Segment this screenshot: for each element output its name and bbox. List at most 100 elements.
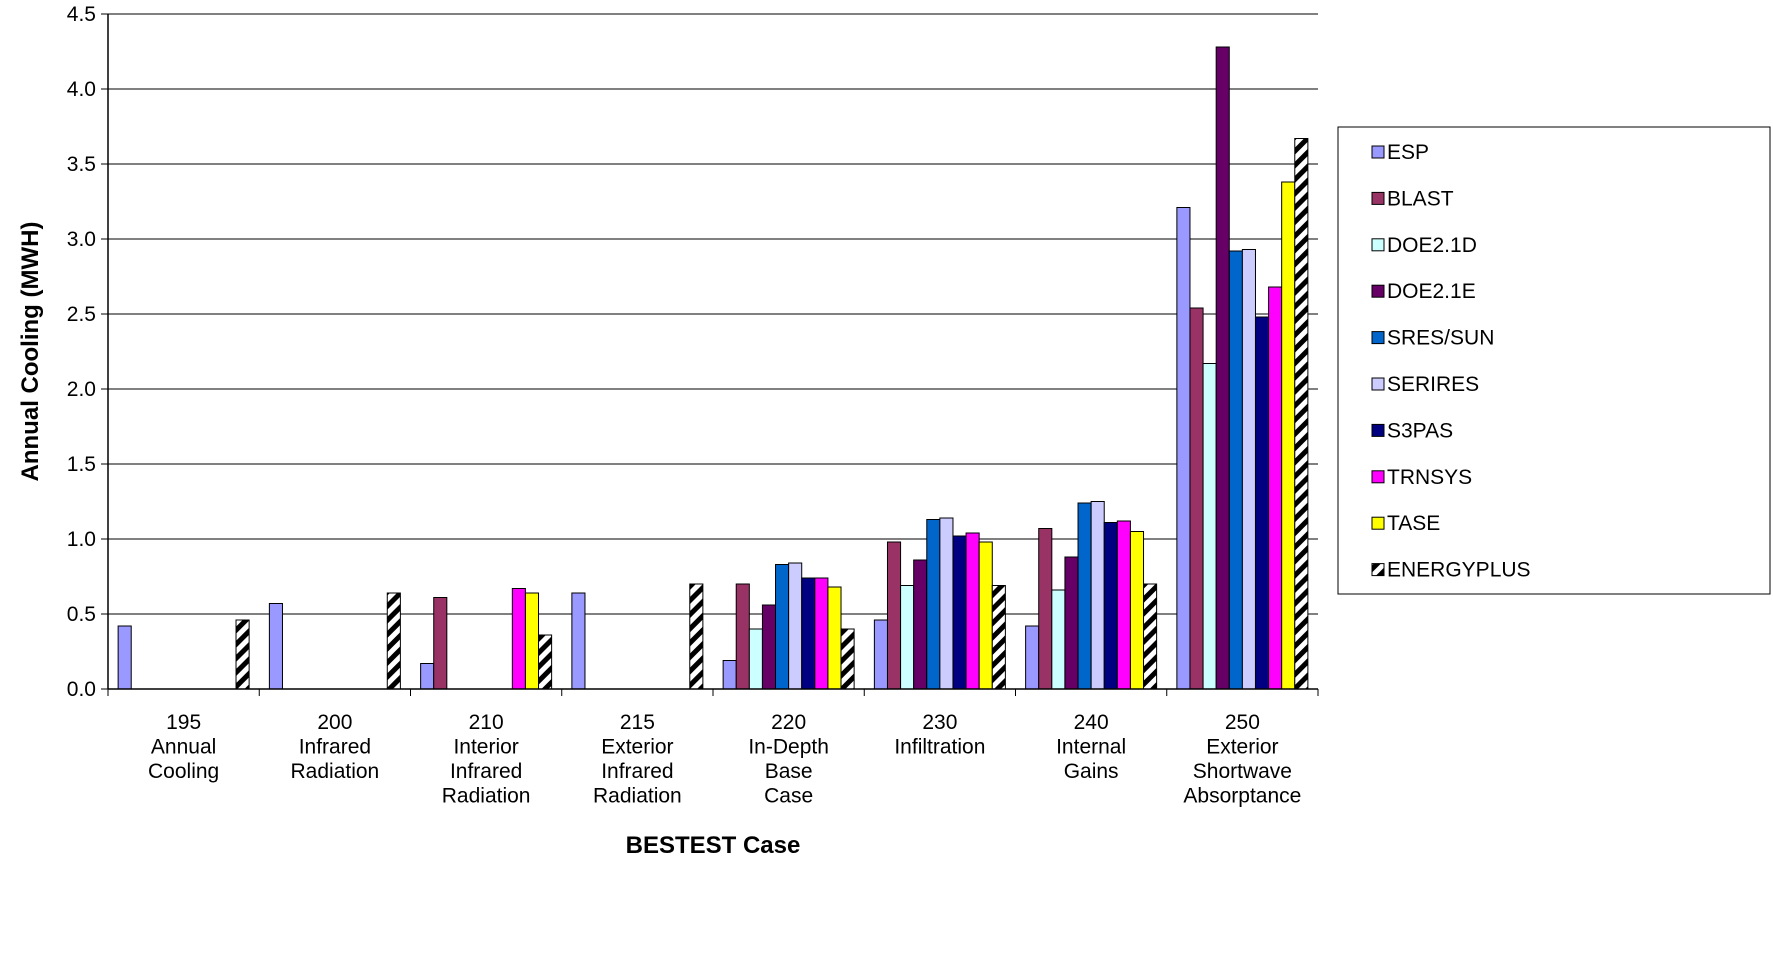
bar-energyplus-0 <box>235 619 250 690</box>
bar-esp-3 <box>571 592 586 690</box>
bar-serires-5 <box>939 517 954 690</box>
bar-sres-sun-7 <box>1228 250 1243 690</box>
bar-sres-sun-5 <box>926 519 941 690</box>
legend-label: BLAST <box>1387 187 1454 210</box>
x-category-label: Annual <box>151 736 216 759</box>
x-category-label: Absorptance <box>1183 785 1301 808</box>
y-tick-label: 4.0 <box>67 78 96 101</box>
x-category-label: 230 <box>922 711 957 734</box>
bar-energyplus-1 <box>386 592 401 690</box>
legend-label: S3PAS <box>1387 419 1453 442</box>
x-category-label: Gains <box>1064 760 1119 783</box>
x-category-label: 250 <box>1225 711 1260 734</box>
bars <box>117 46 1309 690</box>
bar-trnsys-6 <box>1116 520 1131 690</box>
x-category-label: Case <box>764 785 813 808</box>
bar-doe2-1e-4 <box>761 604 777 690</box>
bar-energyplus-6 <box>1143 583 1158 690</box>
bar-doe2-1d-4 <box>748 628 763 690</box>
legend-label: TRNSYS <box>1387 466 1472 489</box>
y-tick-label: 4.5 <box>67 3 96 26</box>
x-category-label: Internal <box>1056 736 1126 759</box>
x-category-label: Infrared <box>601 760 673 783</box>
legend-label: DOE2.1D <box>1387 234 1477 257</box>
legend-label: SRES/SUN <box>1387 327 1494 350</box>
x-axis-title: BESTEST Case <box>626 832 801 859</box>
bar-trnsys-7 <box>1268 286 1283 690</box>
bar-energyplus-7 <box>1294 138 1309 690</box>
bar-energyplus-4 <box>840 628 855 690</box>
bar-s3pas-4 <box>801 577 816 690</box>
bar-esp-1 <box>268 603 283 690</box>
bar-tase-5 <box>978 541 993 690</box>
bar-esp-4 <box>722 660 737 690</box>
bar-doe2-1d-7 <box>1202 363 1217 690</box>
legend-swatch <box>1371 423 1385 437</box>
legend-swatch <box>1371 516 1385 530</box>
legend-swatch <box>1371 563 1385 577</box>
legend-label: DOE2.1E <box>1387 280 1476 303</box>
bar-esp-5 <box>873 619 888 690</box>
bar-blast-4 <box>735 583 750 690</box>
bar-esp-2 <box>420 663 435 690</box>
bar-sres-sun-6 <box>1077 502 1092 690</box>
gridlines <box>101 13 1319 696</box>
bar-s3pas-5 <box>952 535 967 690</box>
x-category-label: 195 <box>166 711 201 734</box>
y-tick-label: 2.5 <box>67 303 96 326</box>
x-category-label: Base <box>765 760 813 783</box>
bar-doe2-1e-5 <box>913 559 928 690</box>
x-category-label: 215 <box>620 711 655 734</box>
legend-label: ENERGYPLUS <box>1387 559 1531 582</box>
x-category-label: Interior <box>453 736 518 759</box>
legend-swatch <box>1371 470 1385 484</box>
bar-esp-7 <box>1176 207 1191 690</box>
legend-swatch <box>1371 284 1385 298</box>
y-tick-label: 1.5 <box>67 453 96 476</box>
x-category-label: Shortwave <box>1193 760 1292 783</box>
legend-box <box>1337 126 1771 595</box>
x-category-label: 210 <box>469 711 504 734</box>
y-tick-labels: 0.0 0.5 1.0 1.5 2.0 2.5 3.0 3.5 4.0 4.5 <box>67 3 96 701</box>
x-category-label: Infrared <box>299 736 371 759</box>
legend: ESP BLAST DOE2.1D DOE2.1E SRES/SUN SERIRES S3P… <box>1337 126 1771 595</box>
bar-serires-7 <box>1241 249 1256 690</box>
x-category-label: In-Depth <box>748 736 829 759</box>
bar-s3pas-6 <box>1103 522 1118 690</box>
x-category-labels: 195AnnualCooling200InfraredRadiation210I… <box>148 711 1301 808</box>
legend-label: ESP <box>1387 141 1429 164</box>
bar-blast-5 <box>886 541 902 690</box>
legend-label: TASE <box>1387 512 1440 535</box>
bar-doe2-1e-6 <box>1064 556 1079 690</box>
legend-swatch <box>1371 377 1385 391</box>
bar-tase-4 <box>827 586 842 690</box>
bar-blast-7 <box>1189 307 1204 690</box>
bar-doe2-1e-7 <box>1215 46 1230 690</box>
bar-trnsys-5 <box>965 532 980 690</box>
bar-doe2-1d-6 <box>1051 589 1066 690</box>
y-tick-label: 0.5 <box>67 603 96 626</box>
x-category-label: 240 <box>1074 711 1109 734</box>
x-category-label: Infiltration <box>894 736 985 759</box>
x-category-label: Radiation <box>291 760 380 783</box>
bar-s3pas-7 <box>1254 316 1270 690</box>
bar-energyplus-3 <box>689 583 704 690</box>
y-tick-label: 0.0 <box>67 678 96 701</box>
legend-label: SERIRES <box>1387 373 1479 396</box>
legend-swatch <box>1371 191 1385 205</box>
bar-serires-4 <box>788 562 803 690</box>
y-axis-title: Annual Cooling (MWH) <box>17 222 44 482</box>
bar-tase-7 <box>1281 181 1296 690</box>
x-category-label: Radiation <box>442 785 531 808</box>
bar-energyplus-2 <box>538 634 553 690</box>
x-category-label: Cooling <box>148 760 219 783</box>
bar-trnsys-4 <box>814 577 829 690</box>
bar-serires-6 <box>1090 501 1105 690</box>
x-category-label: Exterior <box>1206 736 1278 759</box>
bar-sres-sun-4 <box>775 564 790 690</box>
bar-esp-6 <box>1025 625 1040 690</box>
bar-trnsys-2 <box>511 588 526 690</box>
x-category-label: Exterior <box>601 736 673 759</box>
bar-doe2-1d-5 <box>900 585 915 690</box>
